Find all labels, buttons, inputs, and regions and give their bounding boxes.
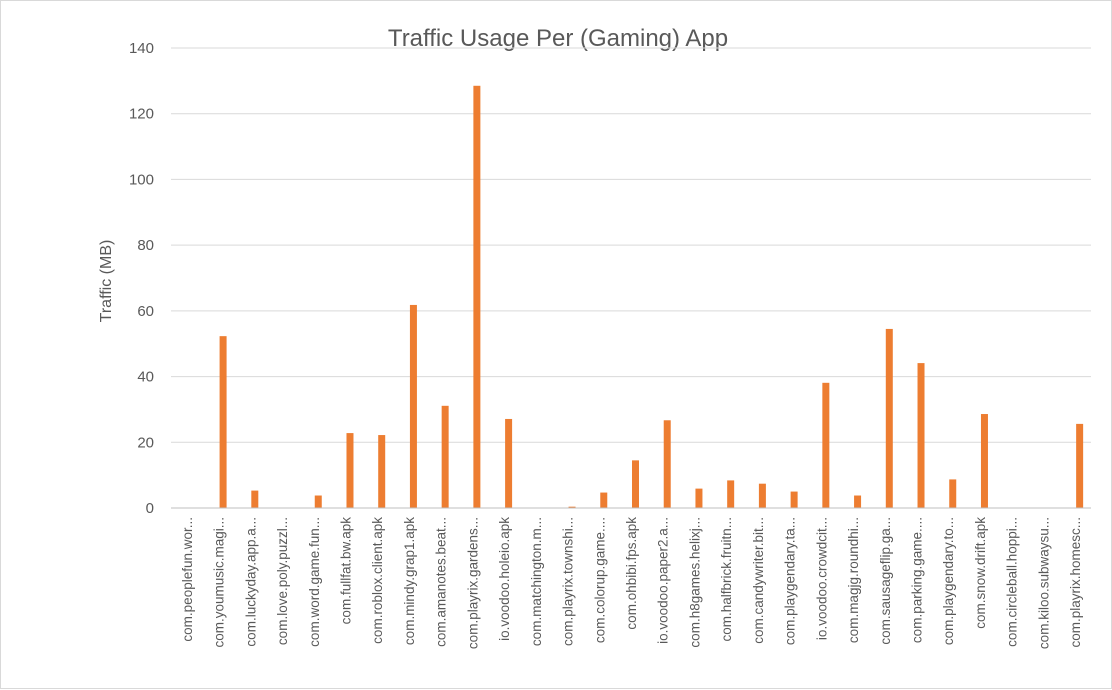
bar: [314, 495, 322, 508]
y-tick-label: 120: [129, 106, 154, 123]
x-tick-label: com.mindy.grap1.apk: [402, 517, 417, 645]
bar: [473, 85, 481, 509]
x-tick-label: com.peoplefun.wor...: [180, 517, 195, 642]
bar: [727, 480, 735, 508]
bar: [885, 328, 893, 508]
x-tick-label: com.circleball.hoppi...: [1005, 517, 1020, 647]
y-tick-label: 80: [137, 237, 154, 254]
bar: [917, 363, 925, 508]
bar: [219, 336, 227, 508]
x-tick-label: com.playgendary.ta...: [783, 517, 798, 645]
y-axis-label: Traffic (MB): [98, 240, 115, 323]
x-tick-label: io.voodoo.holeio.apk: [497, 517, 512, 641]
bar: [346, 433, 354, 508]
x-tick-label: com.word.game.fun...: [307, 517, 322, 647]
bar: [980, 414, 988, 508]
x-tick-label: com.playrix.homesc...: [1068, 517, 1083, 648]
x-tick-label: com.fullfat.bw.apk: [338, 517, 353, 625]
x-axis-ticks: com.peoplefun.wor... com.youmusic.magi...…: [180, 517, 1083, 649]
y-tick-label: 20: [137, 434, 154, 451]
x-tick-label: com.kiloo.subwaysu...: [1036, 517, 1051, 649]
y-tick-label: 100: [129, 171, 154, 188]
x-tick-label: com.amanotes.beat...: [434, 517, 449, 647]
bars: [219, 85, 1084, 509]
x-tick-label: io.voodoo.paper2.a...: [656, 517, 671, 644]
y-axis-ticks: 0 20 40 60 80 100 120 140: [129, 40, 154, 517]
x-tick-label: com.ohbibi.fps.apk: [624, 517, 639, 630]
gridlines: [171, 47, 1091, 443]
x-tick-label: com.halfbrick.fruitn...: [719, 517, 734, 642]
x-tick-label: com.love.poly.puzzl...: [275, 517, 290, 645]
x-tick-label: com.sausageflip.ga...: [878, 517, 893, 645]
bar: [790, 491, 798, 508]
bar: [822, 382, 830, 508]
x-tick-label: com.magjg.roundhi...: [846, 517, 861, 643]
x-tick-label: com.youmusic.magi...: [212, 517, 227, 648]
x-tick-label: com.parking.game....: [910, 517, 925, 643]
bar: [441, 405, 449, 508]
bar: [409, 304, 417, 508]
y-tick-label: 40: [137, 369, 154, 386]
bar: [854, 495, 862, 508]
y-tick-label: 60: [137, 303, 154, 320]
x-tick-label: com.h8games.helixj...: [687, 517, 702, 648]
bar: [251, 490, 259, 508]
bar: [568, 506, 576, 508]
x-tick-label: com.snow.drift.apk: [973, 517, 988, 629]
y-tick-label: 0: [146, 500, 154, 517]
x-tick-label: io.voodoo.crowdcit...: [814, 517, 829, 640]
x-tick-label: com.luckyday.app.a...: [243, 517, 258, 647]
bar: [505, 418, 513, 508]
x-tick-label: com.roblox.client.apk: [370, 517, 385, 644]
bar: [949, 479, 957, 508]
x-tick-label: com.playrix.townshi...: [561, 517, 576, 646]
x-tick-label: com.playrix.gardens...: [465, 517, 480, 649]
bar: [1076, 423, 1084, 508]
bar: [663, 420, 671, 508]
bar: [758, 483, 766, 508]
x-tick-label: com.playgendary.to...: [941, 517, 956, 645]
x-tick-label: com.matchington.m...: [529, 517, 544, 646]
bar: [600, 492, 608, 508]
bar: [632, 460, 639, 508]
bar: [695, 488, 703, 508]
x-tick-label: com.colorup.game....: [592, 517, 607, 643]
x-tick-label: com.candywriter.bit...: [751, 517, 766, 644]
bar: [378, 435, 386, 508]
y-tick-label: 140: [129, 40, 154, 57]
